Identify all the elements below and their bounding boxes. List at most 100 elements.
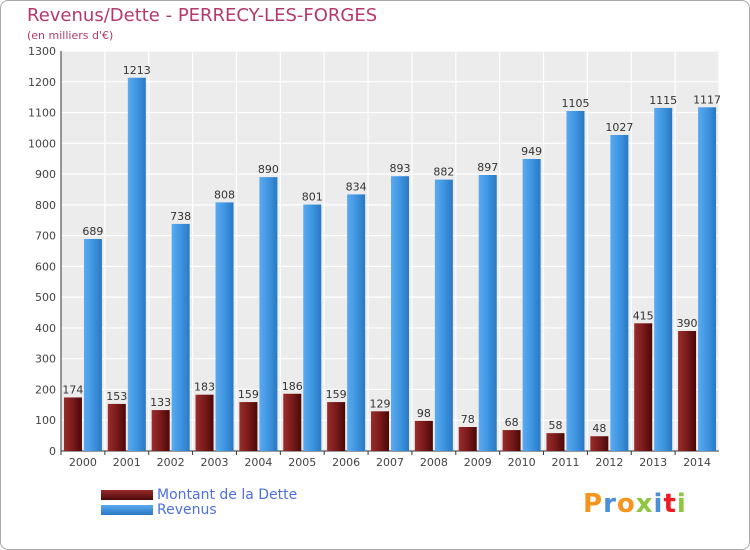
logo-letter: o (616, 489, 636, 519)
data-label-dette: 186 (282, 380, 303, 393)
y-tick-label: 1200 (28, 76, 56, 89)
bar-revenus (171, 223, 190, 451)
bar-revenus (434, 179, 453, 451)
y-tick-label: 500 (35, 291, 56, 304)
x-tick-label: 2006 (332, 456, 360, 469)
proxiti-logo: Proxiti (583, 489, 687, 519)
chart-unit-label: (en milliers d'€) (27, 29, 114, 42)
x-tick-label: 2007 (376, 456, 404, 469)
logo-letter: P (583, 489, 604, 519)
data-label-revenus: 890 (258, 163, 279, 176)
logo-letter: r (603, 489, 617, 519)
bar-dette (634, 323, 653, 451)
x-tick-label: 2000 (69, 456, 97, 469)
data-label-dette: 78 (461, 413, 475, 426)
x-tick-label: 2014 (683, 456, 711, 469)
legend-label-revenus: Revenus (157, 502, 217, 518)
logo-letter: i (676, 489, 687, 519)
data-label-dette: 390 (677, 317, 698, 330)
logo-letter: i (653, 489, 664, 519)
y-tick-label: 700 (35, 230, 56, 243)
bar-revenus (654, 107, 673, 451)
legend-swatch-revenus (101, 505, 153, 515)
data-label-revenus: 808 (214, 188, 235, 201)
bar-dette (502, 430, 521, 451)
x-tick-label: 2005 (288, 456, 316, 469)
bar-dette (414, 420, 433, 451)
legend-swatch-dette (101, 490, 153, 500)
data-label-dette: 68 (505, 416, 519, 429)
bar-dette (546, 433, 565, 451)
y-tick-label: 400 (35, 322, 56, 335)
chart-title: Revenus/Dette - PERRECY-LES-FORGES (27, 5, 378, 26)
y-tick-label: 300 (35, 353, 56, 366)
data-label-dette: 48 (592, 422, 606, 435)
data-label-revenus: 801 (302, 191, 323, 204)
logo-letter: x (635, 489, 654, 519)
bar-layer (63, 77, 717, 452)
data-label-dette: 58 (548, 419, 562, 432)
bar-revenus (127, 77, 146, 452)
axis-layer: 0 100 200 300 400 500 600 700 800 900 1000 1100 1200… (28, 45, 719, 469)
bar-dette (63, 397, 82, 451)
legend-label-dette: Montant de la Dette (157, 487, 298, 503)
data-label-dette: 98 (417, 407, 431, 420)
logo-letter: t (663, 489, 677, 519)
data-label-revenus: 1117 (693, 93, 721, 106)
data-label-dette: 133 (150, 396, 171, 409)
data-label-dette: 174 (62, 383, 83, 396)
bar-revenus (391, 176, 409, 451)
bar-revenus (303, 204, 322, 451)
bar-dette (195, 394, 214, 451)
plot-area (61, 51, 719, 451)
bar-dette (107, 403, 126, 451)
bar-dette (590, 436, 609, 451)
data-label-dette: 159 (238, 388, 259, 401)
y-tick-label: 100 (35, 414, 56, 427)
bar-dette (458, 427, 477, 451)
data-label-dette: 183 (194, 381, 215, 394)
bar-dette (678, 331, 697, 451)
x-tick-label: 2008 (420, 456, 448, 469)
bar-revenus (259, 177, 278, 451)
data-label-dette: 129 (370, 397, 391, 410)
y-tick-label: 1100 (28, 107, 56, 120)
bar-dette (327, 402, 346, 451)
bar-dette (151, 410, 170, 451)
bar-revenus (83, 239, 102, 451)
bar-dette (239, 402, 258, 451)
data-label-revenus: 1027 (605, 121, 633, 134)
grid-layer (60, 50, 720, 452)
data-label-revenus: 893 (390, 162, 411, 175)
bar-revenus (347, 194, 366, 451)
data-label-revenus: 689 (82, 225, 103, 238)
x-tick-label: 2012 (595, 456, 623, 469)
bar-dette (283, 393, 302, 451)
data-label-dette: 153 (106, 390, 127, 403)
data-label-revenus: 1213 (123, 64, 151, 77)
data-label-revenus: 738 (170, 210, 191, 223)
data-label-revenus: 897 (477, 161, 498, 174)
bar-revenus (698, 107, 717, 452)
x-tick-label: 2003 (201, 456, 229, 469)
y-tick-label: 0 (49, 445, 56, 458)
x-tick-label: 2001 (113, 456, 141, 469)
y-tick-label: 900 (35, 168, 56, 181)
data-label-revenus: 1105 (561, 97, 589, 110)
y-tick-label: 800 (35, 199, 56, 212)
data-label-dette: 159 (326, 388, 347, 401)
bar-revenus (610, 135, 629, 451)
x-tick-label: 2011 (551, 456, 579, 469)
data-label-revenus: 834 (346, 180, 367, 193)
x-tick-label: 2002 (157, 456, 185, 469)
y-tick-label: 600 (35, 260, 56, 273)
bar-revenus (478, 175, 497, 451)
data-label-revenus: 949 (521, 145, 542, 158)
data-label-revenus: 882 (433, 166, 454, 179)
y-tick-label: 1300 (28, 45, 56, 58)
data-label-dette: 415 (633, 309, 654, 322)
x-tick-label: 2010 (508, 456, 536, 469)
label-layer: 174 153 133 183 159 186 159 129 98 78 68 58 48 415 390… (62, 64, 721, 435)
